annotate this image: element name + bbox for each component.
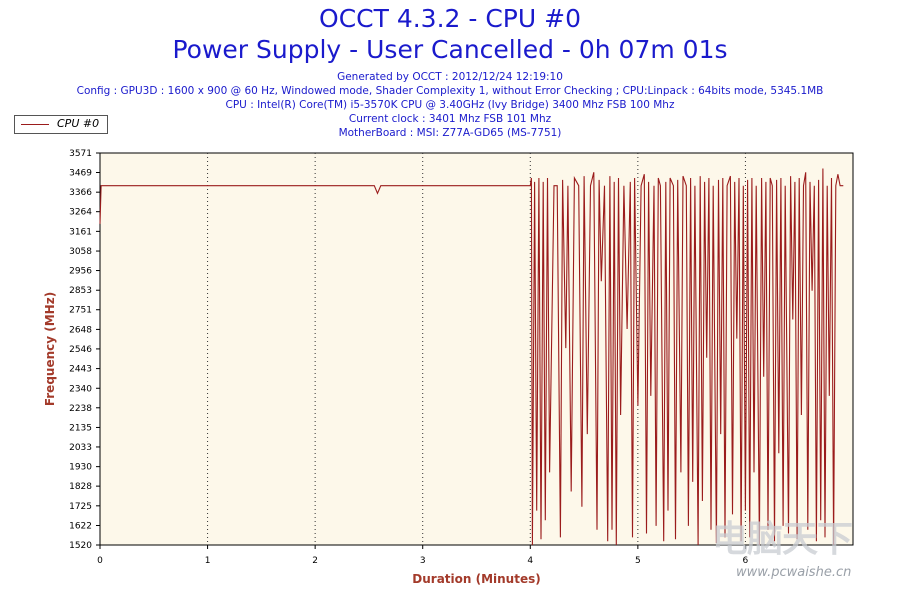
x-tick-label: 1 <box>205 556 211 566</box>
y-tick-label: 2340 <box>69 384 92 394</box>
info-cpu: CPU : Intel(R) Core(TM) i5-3570K CPU @ 3… <box>225 99 675 111</box>
y-tick-label: 2956 <box>69 267 92 277</box>
series-line-cpu0 <box>99 168 844 546</box>
y-tick-label: 2033 <box>69 443 92 453</box>
info-config: Config : GPU3D : 1600 x 900 @ 60 Hz, Win… <box>76 85 824 97</box>
y-tick-label: 3264 <box>69 208 92 218</box>
y-tick-label: 2751 <box>69 306 92 316</box>
plot-area <box>99 152 854 546</box>
x-axis-title: Duration (Minutes) <box>412 572 540 586</box>
legend-label: CPU #0 <box>57 117 100 130</box>
y-tick-label: 3161 <box>69 227 92 237</box>
y-tick-label: 2853 <box>69 286 92 296</box>
y-tick-label: 3571 <box>69 149 92 159</box>
y-tick-label: 2546 <box>69 345 92 355</box>
x-tick-label: 6 <box>743 556 749 566</box>
info-generated: Generated by OCCT : 2012/12/24 12:19:10 <box>337 71 563 83</box>
y-tick-label: 2238 <box>69 404 92 414</box>
y-axis-title: Frequency (MHz) <box>43 292 57 406</box>
y-tick-label: 3058 <box>69 247 92 257</box>
legend: CPU #0 <box>14 115 108 134</box>
watermark-url: www.pcwaishe.cn <box>736 565 852 580</box>
x-tick-label: 3 <box>420 556 426 566</box>
x-tick-label: 5 <box>635 556 641 566</box>
y-tick-label: 1622 <box>69 522 92 532</box>
legend-swatch <box>21 124 49 125</box>
y-tick-label: 2135 <box>69 423 92 433</box>
chart-title: OCCT 4.3.2 - CPU #0 <box>319 4 581 33</box>
y-tick-label: 3366 <box>69 188 92 198</box>
y-tick-label: 3469 <box>69 168 92 178</box>
x-tick-label: 4 <box>527 556 533 566</box>
x-tick-label: 2 <box>312 556 318 566</box>
info-motherboard: MotherBoard : MSI: Z77A-GD65 (MS-7751) <box>338 127 562 139</box>
y-tick-label: 2443 <box>69 365 92 375</box>
y-tick-label: 1828 <box>69 482 92 492</box>
info-current-clock: Current clock : 3401 Mhz FSB 101 Mhz <box>348 113 552 125</box>
y-tick-label: 1520 <box>69 541 92 551</box>
chart-subtitle: Power Supply - User Cancelled - 0h 07m 0… <box>172 35 728 64</box>
y-tick-label: 1930 <box>69 463 92 473</box>
y-tick-label: 2648 <box>69 325 92 335</box>
watermark-logo: 电脑天下 <box>712 519 853 560</box>
y-tick-label: 1725 <box>69 502 92 512</box>
x-tick-label: 0 <box>97 556 103 566</box>
